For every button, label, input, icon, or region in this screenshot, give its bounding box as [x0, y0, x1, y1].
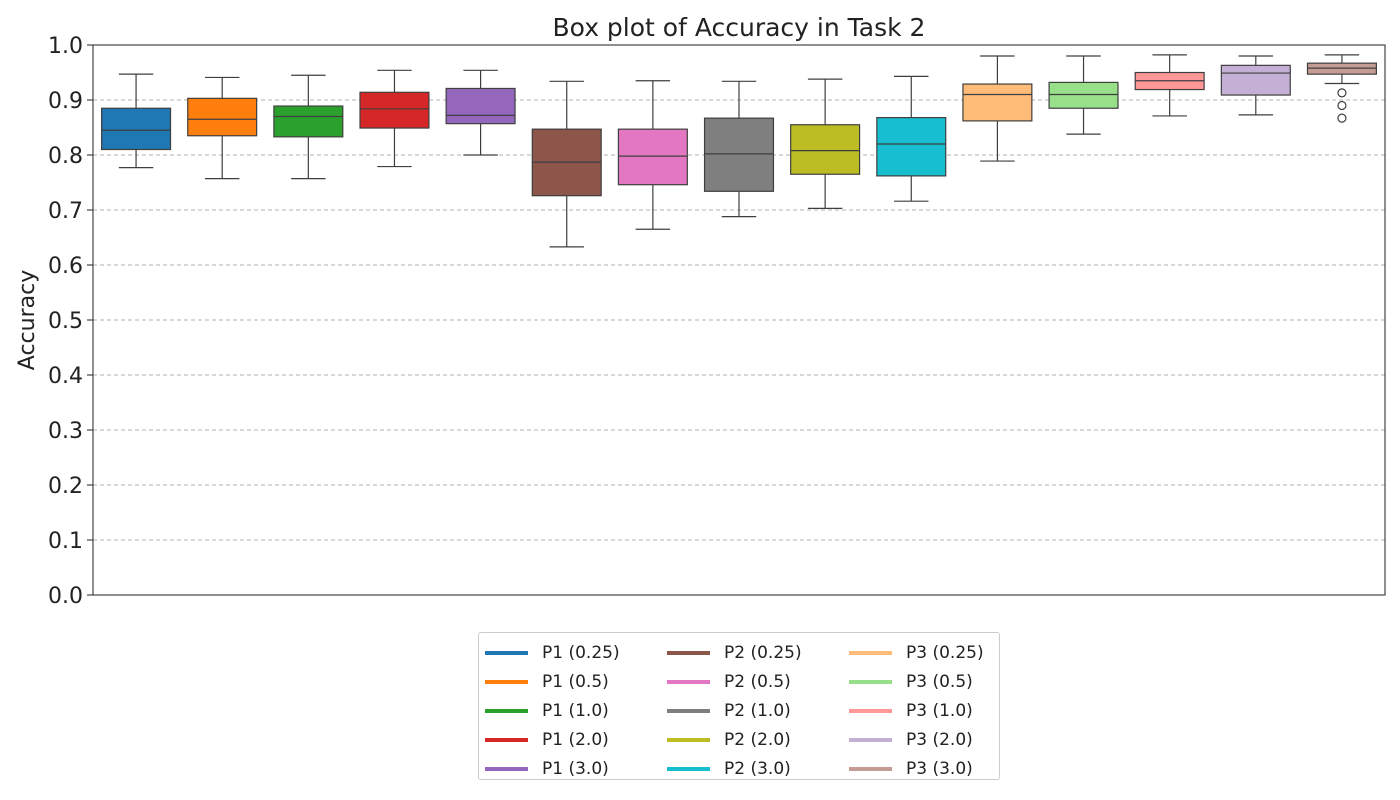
legend-label: P1 (0.5): [542, 672, 609, 693]
legend-swatch: [667, 737, 710, 742]
legend-item: P2 (2.0): [667, 725, 849, 754]
legend-item: P3 (0.5): [849, 668, 999, 697]
outlier-point: [1337, 113, 1347, 123]
legend-label: P1 (0.25): [542, 643, 620, 664]
legend-item: P2 (1.0): [667, 697, 849, 726]
legend-swatch: [667, 766, 710, 771]
legend-item: P2 (0.25): [667, 639, 849, 668]
axes: 0.0 0.1 0.2 0.3 0.4 0.5 0.6 0.7 0.8 0.9 1.0: [48, 34, 1386, 609]
legend-swatch: [849, 651, 892, 656]
iqr-box: [359, 91, 430, 129]
y-tick-label: 0.3: [48, 419, 83, 444]
legend-swatch: [849, 708, 892, 713]
box-13: [1220, 55, 1291, 116]
legend-swatch: [485, 680, 528, 685]
outlier-point: [1337, 100, 1347, 111]
legend-label: P3 (0.5): [906, 672, 973, 693]
legend-item: P2 (0.5): [667, 668, 849, 697]
legend-item: P1 (1.0): [485, 697, 667, 726]
y-tick-label: 0.6: [48, 254, 83, 279]
box-9: [876, 75, 947, 202]
legend-item: P3 (2.0): [849, 725, 999, 754]
box-5: [531, 80, 602, 248]
y-tick-label: 1.0: [48, 34, 83, 59]
plot-frame: [92, 44, 1386, 596]
iqr-box: [187, 97, 258, 137]
iqr-box: [962, 83, 1033, 122]
outlier-point: [1337, 88, 1347, 98]
legend-item: P2 (3.0): [667, 754, 849, 783]
box-14: [1306, 54, 1377, 123]
y-tick-label: 0.7: [48, 199, 83, 224]
iqr-box: [273, 105, 344, 138]
legend-label: P3 (2.0): [906, 729, 973, 750]
y-tick-label: 0.5: [48, 309, 83, 334]
box-11: [1048, 55, 1119, 135]
box-4: [445, 69, 516, 156]
legend-label: P1 (3.0): [542, 758, 609, 779]
legend-label: P3 (3.0): [906, 758, 973, 779]
legend-item: P1 (2.0): [485, 725, 667, 754]
legend-item: P3 (0.25): [849, 639, 999, 668]
iqr-box: [703, 117, 775, 192]
legend-label: P3 (0.25): [906, 643, 984, 664]
iqr-box: [790, 124, 861, 175]
y-tick-label: 0.0: [48, 584, 83, 609]
box-0: [101, 73, 172, 169]
legend-swatch: [485, 708, 528, 713]
legend-label: P2 (1.0): [724, 700, 791, 721]
box-7: [703, 80, 775, 218]
legend-label: P2 (0.5): [724, 672, 791, 693]
y-tick-label: 0.8: [48, 144, 83, 169]
legend-swatch: [849, 766, 892, 771]
legend-swatch: [485, 737, 528, 742]
iqr-box: [101, 107, 172, 151]
box-2: [273, 74, 344, 180]
legend-swatch: [667, 680, 710, 685]
legend-swatch: [485, 766, 528, 771]
legend-swatch: [667, 708, 710, 713]
legend-item: P1 (3.0): [485, 754, 667, 783]
legend-item: P1 (0.5): [485, 668, 667, 697]
legend-item: P3 (3.0): [849, 754, 999, 783]
box-1: [187, 76, 258, 180]
y-axis-label: Accuracy: [15, 270, 40, 370]
y-tick-label: 0.4: [48, 364, 83, 389]
chart-title: Box plot of Accuracy in Task 2: [553, 13, 926, 42]
box-8: [790, 78, 861, 209]
box-layer: [101, 54, 1377, 248]
legend-item: P1 (0.25): [485, 639, 667, 668]
legend-swatch: [485, 651, 528, 656]
legend: P1 (0.25) P1 (0.5) P1 (1.0) P1 (2.0) P1 (3.0…: [478, 632, 1000, 780]
legend-grid: P1 (0.25) P1 (0.5) P1 (1.0) P1 (2.0) P1 (3.0…: [485, 639, 999, 783]
box-3: [359, 69, 430, 168]
legend-item: P3 (1.0): [849, 697, 999, 726]
iqr-box: [617, 128, 688, 186]
y-tick-label: 0.9: [48, 89, 83, 114]
legend-label: P3 (1.0): [906, 700, 973, 721]
iqr-box: [445, 87, 516, 125]
legend-swatch: [849, 737, 892, 742]
iqr-box: [876, 116, 947, 177]
box-12: [1134, 54, 1205, 117]
legend-label: P1 (1.0): [542, 700, 609, 721]
legend-swatch: [849, 680, 892, 685]
legend-label: P2 (3.0): [724, 758, 791, 779]
box-10: [962, 55, 1033, 162]
legend-label: P1 (2.0): [542, 729, 609, 750]
legend-label: P2 (2.0): [724, 729, 791, 750]
iqr-box: [1220, 64, 1291, 96]
iqr-box: [1048, 81, 1119, 109]
box-6: [617, 80, 688, 230]
legend-label: P2 (0.25): [724, 643, 802, 664]
y-tick-label: 0.1: [48, 529, 83, 554]
y-tick-label: 0.2: [48, 474, 83, 499]
legend-swatch: [667, 651, 710, 656]
